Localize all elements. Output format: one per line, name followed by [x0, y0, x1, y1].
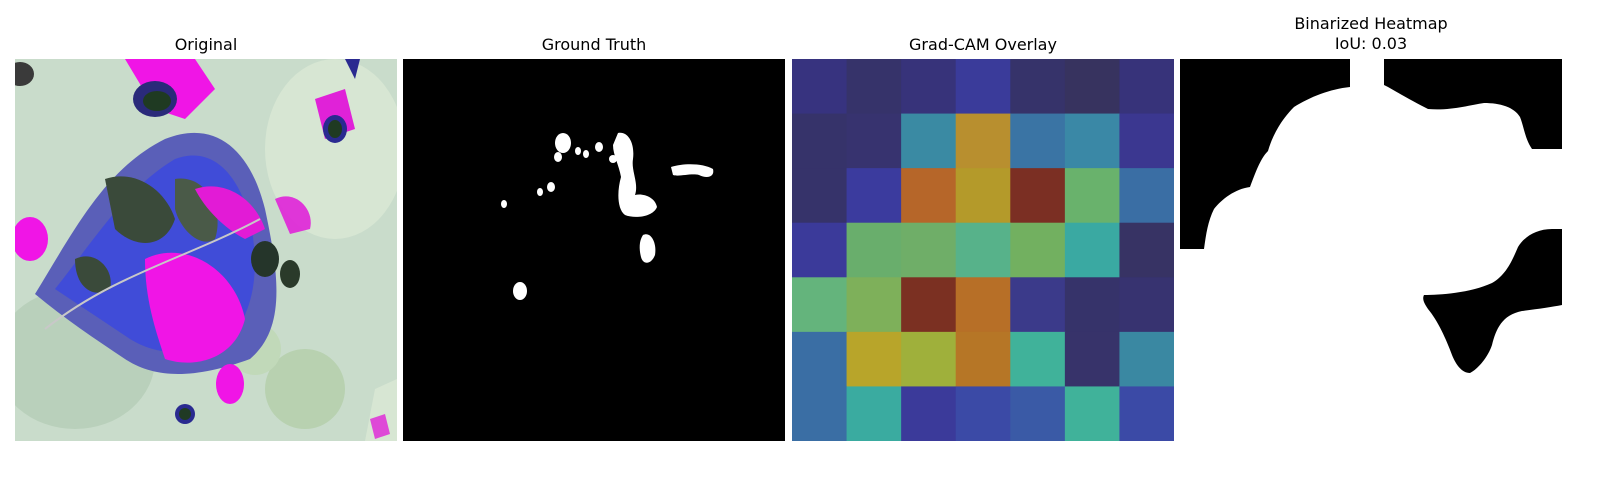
heatmap-cell — [1064, 168, 1121, 224]
panel-title-ground-truth: Ground Truth — [541, 35, 647, 54]
panel-title-binarized: Binarized Heatmap — [1294, 14, 1448, 33]
heatmap-cell — [901, 386, 957, 441]
heatmap-cell — [792, 59, 848, 115]
heatmap-cell — [792, 168, 848, 224]
heatmap-cell — [901, 113, 957, 169]
heatmap-cell — [955, 331, 1011, 388]
heatmap-cell — [1119, 113, 1174, 169]
heatmap-cell — [1064, 113, 1121, 169]
panel-gradcam-overlay: Grad-CAM Overlay — [792, 0, 1174, 460]
panel-binarized-heatmap: Binarized Heatmap IoU: 0.03 — [1180, 0, 1562, 460]
heatmap-cell — [846, 222, 902, 278]
heatmap-cell — [901, 168, 957, 224]
heatmap-cell — [901, 222, 957, 278]
heatmap-cell — [1010, 168, 1066, 224]
heatmap-cell — [1010, 59, 1066, 115]
heatmap-cell — [901, 331, 957, 388]
heatmap-cell — [1119, 331, 1174, 388]
heatmap-cell — [846, 277, 902, 333]
heatmap-cell — [792, 277, 848, 333]
heatmap-cell — [955, 168, 1011, 224]
heatmap-cell — [846, 59, 902, 115]
heatmap-cell — [1064, 59, 1121, 115]
iou-score: IoU: 0.03 — [1334, 34, 1408, 53]
heatmap-cell — [1010, 113, 1066, 169]
ground-truth-mask — [403, 59, 785, 441]
heatmap-cell — [1010, 222, 1066, 278]
heatmap-cell — [1010, 386, 1066, 441]
heatmap-cell — [792, 386, 848, 441]
heatmap-cell — [846, 386, 902, 441]
gradcam-heatmap — [792, 59, 1174, 441]
heatmap-cell — [955, 59, 1011, 115]
heatmap-cell — [1064, 277, 1121, 333]
heatmap-cell — [1010, 331, 1066, 388]
heatmap-cell — [955, 113, 1011, 169]
heatmap-cell — [846, 168, 902, 224]
heatmap-cell — [846, 331, 902, 388]
heatmap-cell — [846, 113, 902, 169]
heatmap-cell — [1119, 59, 1174, 115]
panel-title-original: Original — [174, 35, 238, 54]
original-image — [15, 59, 397, 441]
heatmap-cell — [955, 386, 1011, 441]
panel-title-gradcam: Grad-CAM Overlay — [909, 35, 1057, 54]
heatmap-cell — [1010, 277, 1066, 333]
heatmap-cell — [1119, 168, 1174, 224]
heatmap-cell — [1064, 222, 1121, 278]
panel-original: Original — [15, 0, 397, 460]
heatmap-cell — [901, 277, 957, 333]
heatmap-cell — [955, 222, 1011, 278]
heatmap-cell — [955, 277, 1011, 333]
binarized-mask — [1180, 59, 1562, 441]
heatmap-cell — [792, 331, 848, 388]
heatmap-cell — [1119, 277, 1174, 333]
heatmap-cell — [1119, 386, 1174, 441]
heatmap-cell — [792, 113, 848, 169]
heatmap-cell — [792, 222, 848, 278]
heatmap-cell — [1064, 386, 1121, 441]
heatmap-cell — [1119, 222, 1174, 278]
panel-ground-truth: Ground Truth — [403, 0, 785, 460]
heatmap-cell — [1064, 331, 1121, 388]
heatmap-cell — [901, 59, 957, 115]
